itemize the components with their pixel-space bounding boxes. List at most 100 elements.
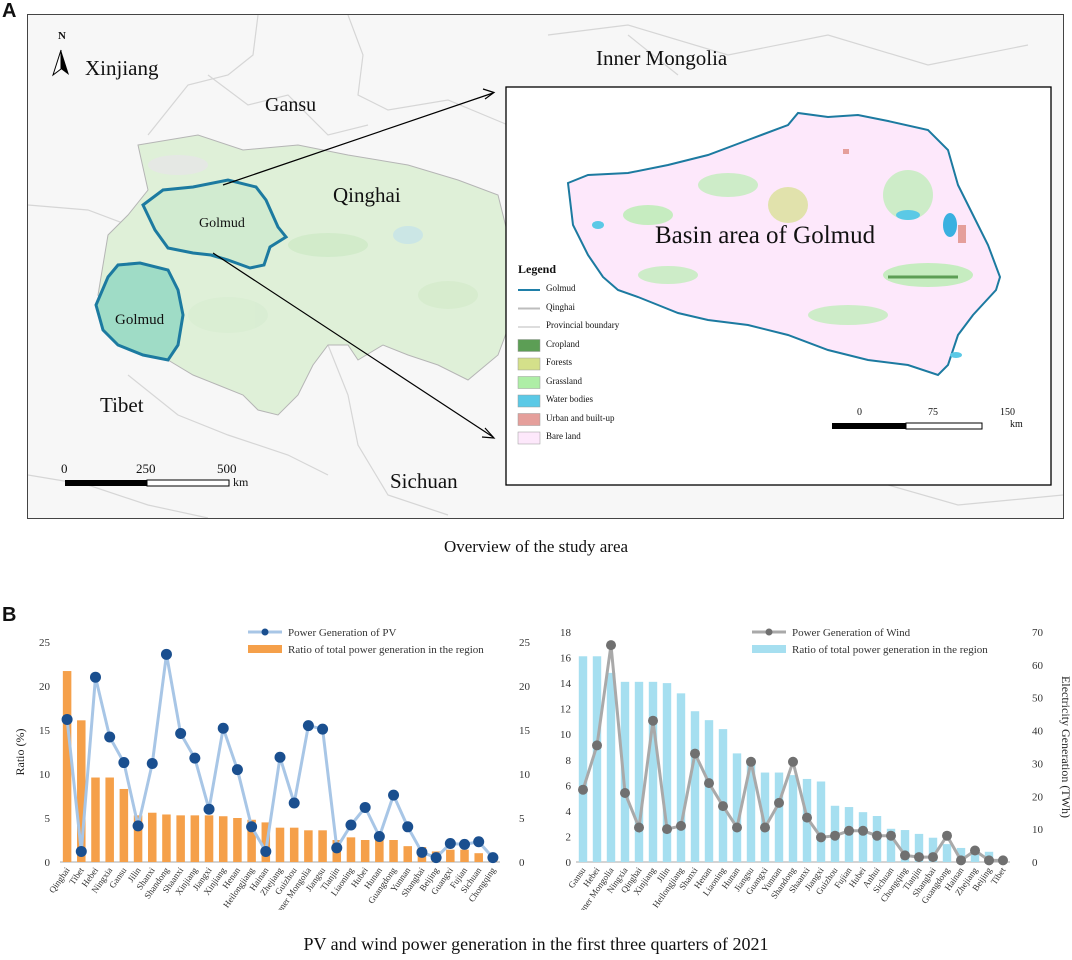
bar (858, 812, 868, 862)
inset-scale-tick-2: 150 (1000, 407, 1015, 418)
point (231, 764, 243, 776)
left-tick-label: 10 (560, 729, 572, 741)
legend-bar-swatch (752, 645, 786, 653)
label-golmud-north: Golmud (199, 216, 245, 231)
point (388, 789, 400, 801)
bar (928, 837, 938, 862)
legend-swatch-7 (517, 413, 541, 426)
right-tick-label: 20 (519, 681, 531, 693)
bar (816, 781, 826, 862)
bar (304, 830, 313, 862)
bar (119, 788, 129, 862)
point (373, 830, 385, 842)
point (760, 822, 770, 833)
bar (375, 840, 384, 862)
legend-line-marker (261, 628, 269, 636)
bar (474, 853, 483, 862)
legend-item-label: Golmud (546, 283, 576, 293)
bar (148, 812, 157, 862)
point (704, 778, 714, 789)
point (288, 797, 300, 809)
right-tick-label: 25 (519, 637, 531, 649)
pv-chart: 05101520250510152025QinghaiTibetHebeiNin… (13, 627, 531, 910)
point (331, 842, 343, 854)
bar (760, 772, 770, 862)
north-label: N (58, 30, 66, 42)
bar (606, 672, 616, 862)
left-tick-label: 15 (39, 725, 51, 737)
inset-title: Basin area of Golmud (655, 222, 876, 249)
bar (275, 827, 285, 862)
chart-caption: PV and wind power generation in the firs… (303, 934, 769, 954)
label-gansu: Gansu (265, 94, 317, 116)
point (274, 751, 286, 763)
legend-item-label: Forests (546, 357, 573, 367)
bar (105, 777, 114, 862)
bar (389, 840, 398, 862)
study-area-map: N Xinjiang Gansu Inner Mongolia Qinghai … (27, 14, 1064, 519)
left-tick-label: 4 (566, 806, 572, 818)
bar (970, 850, 980, 862)
legend-item-label: Cropland (546, 338, 580, 349)
right-tick-label: 30 (1032, 758, 1044, 770)
bar (788, 775, 798, 862)
left-tick-label: 0 (45, 857, 51, 869)
category-label: Tibet (989, 865, 1008, 886)
point (676, 820, 686, 831)
bar (942, 844, 952, 862)
inset-scale-tick-1: 75 (928, 407, 938, 418)
bar (746, 758, 756, 862)
bar (578, 656, 588, 862)
left-tick-label: 6 (566, 780, 572, 792)
point (872, 830, 882, 841)
legend-item-label: Urban and built-up (546, 412, 615, 423)
point (345, 819, 357, 831)
point (160, 648, 172, 660)
bar (204, 815, 214, 862)
point (402, 821, 414, 833)
right-tick-label: 15 (519, 725, 531, 737)
point (970, 845, 980, 856)
bar (446, 849, 455, 862)
point (662, 824, 672, 835)
point (774, 797, 784, 808)
panel-a-label: A (2, 0, 17, 22)
legend-title: Legend (518, 262, 557, 276)
legend-bar-swatch (248, 645, 282, 653)
legend-bar-label: Ratio of total power generation in the r… (792, 644, 988, 656)
main-scale-unit: km (233, 475, 249, 489)
point (89, 671, 101, 683)
bar (289, 827, 299, 862)
point (788, 756, 798, 767)
point (816, 832, 826, 843)
label-golmud-south: Golmud (115, 312, 165, 328)
point (444, 838, 456, 850)
left-tick-label: 14 (560, 678, 572, 690)
bar (956, 847, 966, 862)
point (459, 838, 471, 850)
point (317, 723, 329, 735)
point (690, 748, 700, 759)
main-scale-tick-2: 500 (217, 461, 237, 476)
bar (318, 830, 327, 862)
label-qinghai: Qinghai (333, 183, 401, 207)
point (914, 852, 924, 863)
legend-swatch-4 (517, 357, 541, 371)
bar (403, 846, 412, 862)
land-cover-texture (148, 155, 478, 333)
legend-swatches (517, 289, 541, 445)
legend-item-label: Grassland (546, 375, 582, 386)
point (75, 845, 87, 857)
left-tick-label: 10 (39, 769, 51, 781)
basin-texture (592, 149, 973, 358)
right-tick-label: 5 (519, 813, 525, 825)
right-tick-label: 60 (1032, 660, 1044, 672)
left-tick-label: 18 (560, 627, 572, 639)
inset-scale-unit: km (1010, 419, 1023, 430)
point (886, 830, 896, 841)
point (956, 855, 966, 866)
point (844, 825, 854, 836)
legend-swatch-6 (517, 394, 541, 408)
legend-item-label: Provincial boundary (546, 320, 620, 330)
left-tick-label: 25 (39, 637, 51, 649)
